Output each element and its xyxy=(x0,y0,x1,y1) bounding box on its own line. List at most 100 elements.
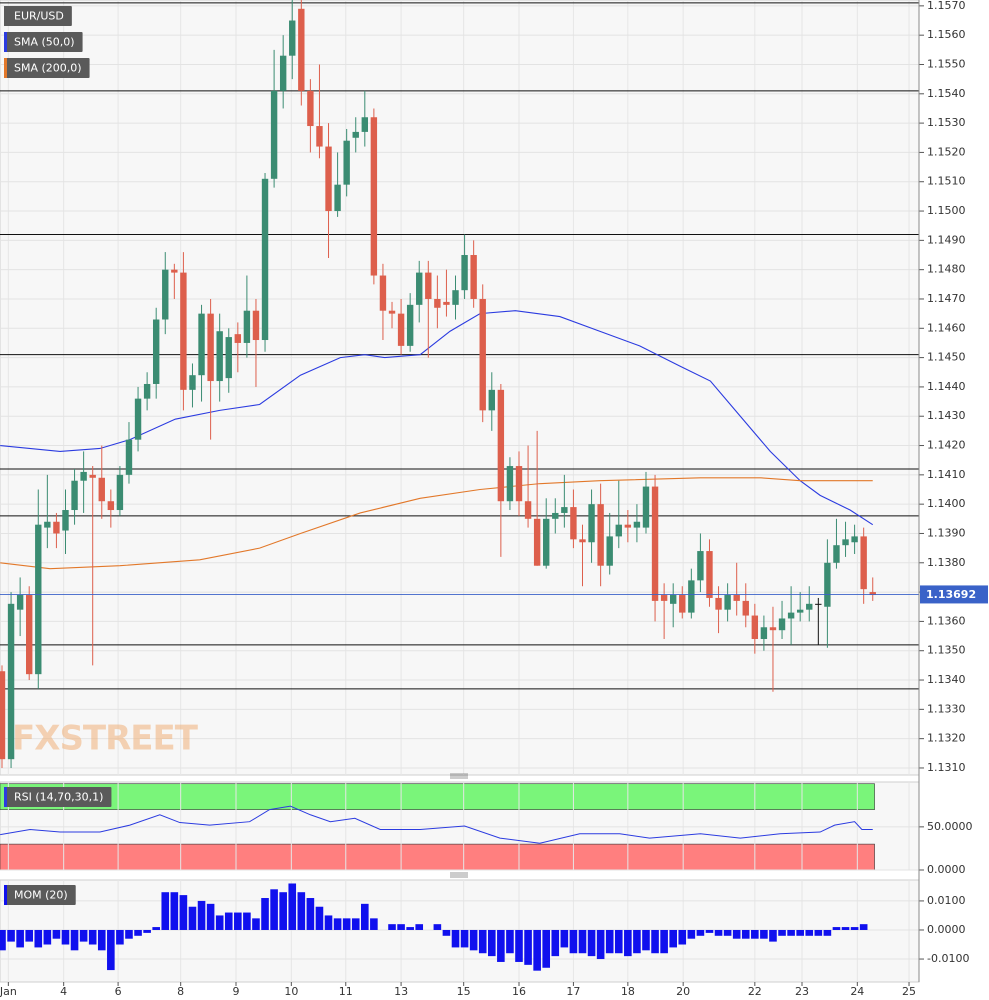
momentum-bar xyxy=(215,915,224,930)
candle-body xyxy=(152,319,160,384)
candle-body xyxy=(642,486,650,528)
momentum-bar xyxy=(0,929,6,951)
momentum-bar xyxy=(25,929,34,942)
candle-body xyxy=(552,512,559,519)
momentum-bar xyxy=(261,898,269,930)
legend-swatch xyxy=(4,58,7,78)
momentum-bar xyxy=(333,918,342,930)
momentum-bar xyxy=(7,929,15,942)
candle-body xyxy=(733,595,740,601)
candle-body xyxy=(234,334,242,343)
momentum-bar xyxy=(252,918,260,930)
momentum-bar xyxy=(823,929,832,936)
momentum-bar xyxy=(723,929,732,936)
candle-body xyxy=(524,501,532,519)
candle-body xyxy=(198,313,205,376)
candle-body xyxy=(860,536,867,590)
candle-body xyxy=(116,474,124,511)
momentum-bar xyxy=(43,929,52,945)
candle-body xyxy=(134,398,142,440)
momentum-bar xyxy=(170,892,179,930)
y-tick-label: 1.1420 xyxy=(927,439,966,452)
momentum-bar xyxy=(560,929,569,948)
candle-body xyxy=(416,272,423,305)
y-tick-label: 1.1360 xyxy=(927,614,966,627)
candle-body xyxy=(806,603,813,610)
watermark: FXSTREET xyxy=(12,719,199,759)
candle-body xyxy=(352,131,359,138)
y-tick-label: 1.1440 xyxy=(927,380,966,393)
y-tick-label: 1.1320 xyxy=(927,732,966,745)
candle-body xyxy=(679,595,686,613)
momentum-bar xyxy=(633,929,641,954)
candle-body xyxy=(26,595,33,675)
momentum-bar xyxy=(524,929,532,965)
x-tick-label: 16 xyxy=(512,985,526,998)
candle-body xyxy=(143,383,151,399)
momentum-bar xyxy=(551,929,560,957)
sma-line xyxy=(0,477,873,570)
candle-body xyxy=(706,551,713,598)
y-tick-label: 1.1480 xyxy=(927,263,966,276)
candle-body xyxy=(588,504,595,543)
y-tick-label: 1.1340 xyxy=(927,673,966,686)
candle-body xyxy=(715,597,722,610)
momentum-bar xyxy=(451,929,460,948)
candle-body xyxy=(796,609,804,613)
momentum-bar xyxy=(751,929,759,939)
momentum-bar xyxy=(787,929,795,936)
momentum-bar xyxy=(270,889,278,930)
band xyxy=(0,783,875,810)
x-tick-label: 4 xyxy=(60,985,67,998)
candle-body xyxy=(397,313,405,346)
legend-swatch xyxy=(4,6,7,26)
momentum-bar xyxy=(705,929,714,933)
x-tick-label: 11 xyxy=(339,985,353,998)
candle-body xyxy=(760,627,768,639)
momentum-bar xyxy=(714,929,723,936)
candle-body xyxy=(724,595,731,610)
momentum-bar xyxy=(732,929,741,939)
candle-body xyxy=(688,580,695,613)
momentum-bar xyxy=(506,929,514,954)
x-tick-label: 20 xyxy=(676,985,690,998)
candle-body xyxy=(697,551,704,581)
candle-body xyxy=(824,562,831,607)
candle-body xyxy=(479,298,486,411)
y-tick-label: 0.0100 xyxy=(927,894,966,907)
candle-body xyxy=(615,524,622,537)
candle-body xyxy=(325,146,332,212)
momentum-bar xyxy=(52,929,61,939)
candle-body xyxy=(515,466,523,502)
candle-body xyxy=(533,518,541,566)
momentum-bar xyxy=(805,929,814,936)
candle-body xyxy=(162,269,169,320)
momentum-bar xyxy=(297,892,306,930)
momentum-bar xyxy=(107,929,115,971)
y-tick-label: 1.1540 xyxy=(927,87,966,100)
candle-body xyxy=(252,310,260,341)
y-tick-label: 1.1510 xyxy=(927,175,966,188)
candle-body xyxy=(7,603,15,760)
y-tick-label: 1.1400 xyxy=(927,497,966,510)
x-tick-label: 8 xyxy=(177,985,184,998)
candle-body xyxy=(279,55,287,91)
candle-body xyxy=(561,507,568,513)
candle-body xyxy=(289,20,296,56)
momentum-bar xyxy=(315,906,324,930)
candle-body xyxy=(361,117,369,132)
candle-body xyxy=(189,375,196,390)
y-tick-label: -0.0100 xyxy=(927,952,969,965)
candle-body xyxy=(633,521,641,528)
y-tick-label: 50.0000 xyxy=(927,820,973,833)
momentum-bar xyxy=(415,924,424,930)
momentum-bar xyxy=(279,892,287,930)
candle-body xyxy=(343,140,350,185)
legend-swatch xyxy=(4,32,7,52)
legend-box xyxy=(4,6,72,26)
y-tick-label: 1.1310 xyxy=(927,761,966,774)
momentum-bar xyxy=(859,924,868,930)
momentum-bar xyxy=(605,929,614,954)
candle-body xyxy=(597,504,604,566)
